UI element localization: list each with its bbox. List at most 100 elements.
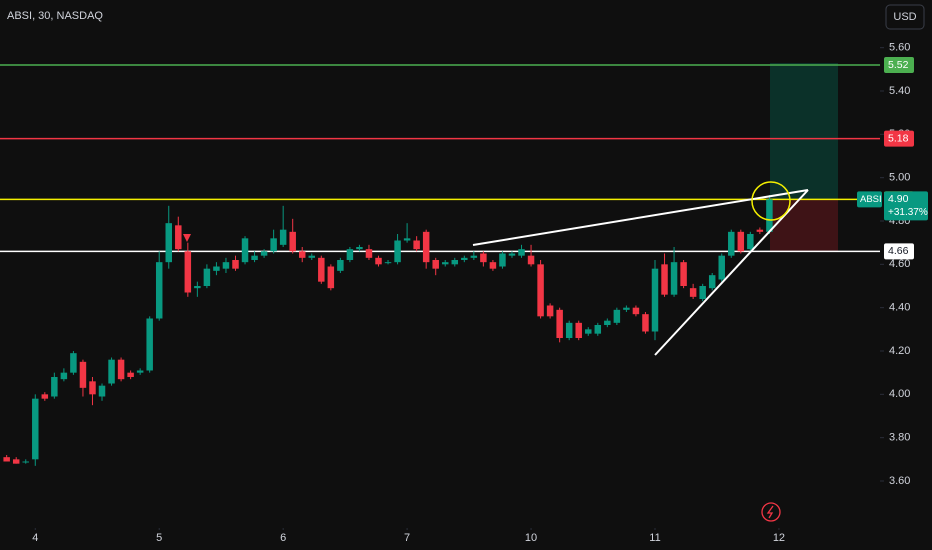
candle-body	[213, 266, 220, 271]
y-tick-label: 5.60	[889, 42, 910, 54]
candle-body	[394, 240, 401, 263]
candle-body	[337, 260, 344, 271]
candle-body	[518, 249, 525, 256]
candle-body	[251, 255, 258, 260]
candle-body	[699, 286, 706, 299]
price-tag	[884, 130, 914, 147]
x-tick-label: 7	[404, 532, 410, 544]
candle-body	[661, 264, 668, 295]
candle-body	[480, 253, 487, 263]
candle-body	[155, 262, 163, 319]
candle-body	[384, 262, 392, 264]
y-tick-label: 4.00	[889, 388, 910, 400]
candle-body	[327, 266, 335, 289]
candle-body	[565, 322, 573, 338]
trend-line	[654, 189, 809, 356]
candle-body	[184, 251, 192, 293]
x-tick-label: 11	[649, 532, 660, 544]
candle-body	[375, 257, 382, 265]
signal-marker	[183, 234, 191, 242]
candle-body	[60, 372, 68, 380]
price-change: +31.37%	[888, 207, 928, 218]
candle-body	[203, 268, 211, 286]
last-price: 4.90	[888, 193, 909, 205]
candle-body	[632, 307, 640, 315]
candle-body	[747, 234, 754, 250]
candle-body	[689, 288, 697, 297]
candle-body	[289, 231, 296, 252]
currency-button[interactable]	[885, 4, 925, 30]
candle-body	[318, 257, 325, 282]
candle-body	[680, 262, 687, 286]
candle-body	[356, 247, 363, 250]
candle-body	[527, 255, 535, 265]
price-tag	[884, 243, 914, 260]
candle-body	[403, 238, 411, 241]
candle-body	[594, 325, 602, 334]
event-icon[interactable]	[761, 502, 781, 522]
candle-body	[470, 255, 478, 258]
candle-body	[270, 238, 277, 252]
candle-body	[346, 249, 354, 260]
candle-body	[117, 359, 125, 380]
candle-body	[175, 225, 182, 250]
candle-body	[241, 238, 249, 263]
price-tag-label: 5.18	[888, 132, 909, 144]
highlight-circle	[751, 181, 791, 221]
candle-body	[136, 370, 144, 373]
candle-body	[451, 260, 459, 265]
price-tag-label: 5.52	[888, 59, 909, 71]
y-tick-label: 4.20	[889, 345, 910, 357]
candle-body	[708, 275, 716, 289]
last-price-tag	[884, 191, 928, 221]
candle-body	[508, 253, 516, 256]
candle-body	[489, 262, 497, 269]
candle-body	[108, 359, 115, 384]
x-tick-label: 10	[525, 532, 537, 544]
candle-body	[756, 229, 764, 232]
candle-body	[537, 264, 544, 317]
symbol-tag	[857, 191, 882, 208]
candle-body	[89, 381, 96, 395]
candle-body	[232, 260, 239, 269]
candle-body	[308, 255, 316, 258]
candle-body	[718, 255, 725, 280]
y-tick-label: 3.60	[889, 475, 910, 487]
candle-body	[165, 223, 172, 263]
candle-body	[194, 286, 201, 289]
candle-body	[432, 260, 439, 269]
currency-label[interactable]: USD	[893, 11, 916, 23]
candle-body	[585, 329, 592, 334]
candle-body	[766, 199, 773, 232]
candle-body	[3, 457, 10, 462]
candle-body	[79, 361, 87, 388]
candle-body	[298, 251, 306, 258]
y-tick-label: 5.40	[889, 85, 910, 97]
candle-body	[260, 251, 268, 256]
candle-body	[604, 320, 611, 325]
candle-body	[98, 385, 106, 397]
y-tick-label: 5.00	[889, 172, 910, 184]
candle-body	[670, 262, 678, 295]
candle-body	[22, 461, 29, 463]
candle-body	[442, 262, 449, 265]
x-tick-label: 12	[773, 532, 785, 544]
candle-body	[499, 253, 506, 267]
symbol-tag-label: ABSI	[860, 194, 882, 205]
loss-zone	[770, 199, 838, 251]
candle-body	[575, 322, 582, 338]
candle-body	[613, 309, 621, 323]
event-icon-bolt	[766, 505, 774, 519]
candle-body	[651, 268, 659, 332]
candle-body	[222, 262, 230, 269]
candle-body	[422, 231, 430, 263]
candle-body	[737, 231, 745, 252]
candle-body	[146, 318, 153, 371]
y-tick-label: 4.60	[889, 258, 910, 270]
candle-body	[12, 459, 20, 464]
candle-body	[556, 309, 563, 338]
candle-body	[413, 240, 420, 250]
candle-body	[728, 231, 735, 256]
profit-zone	[770, 63, 838, 199]
